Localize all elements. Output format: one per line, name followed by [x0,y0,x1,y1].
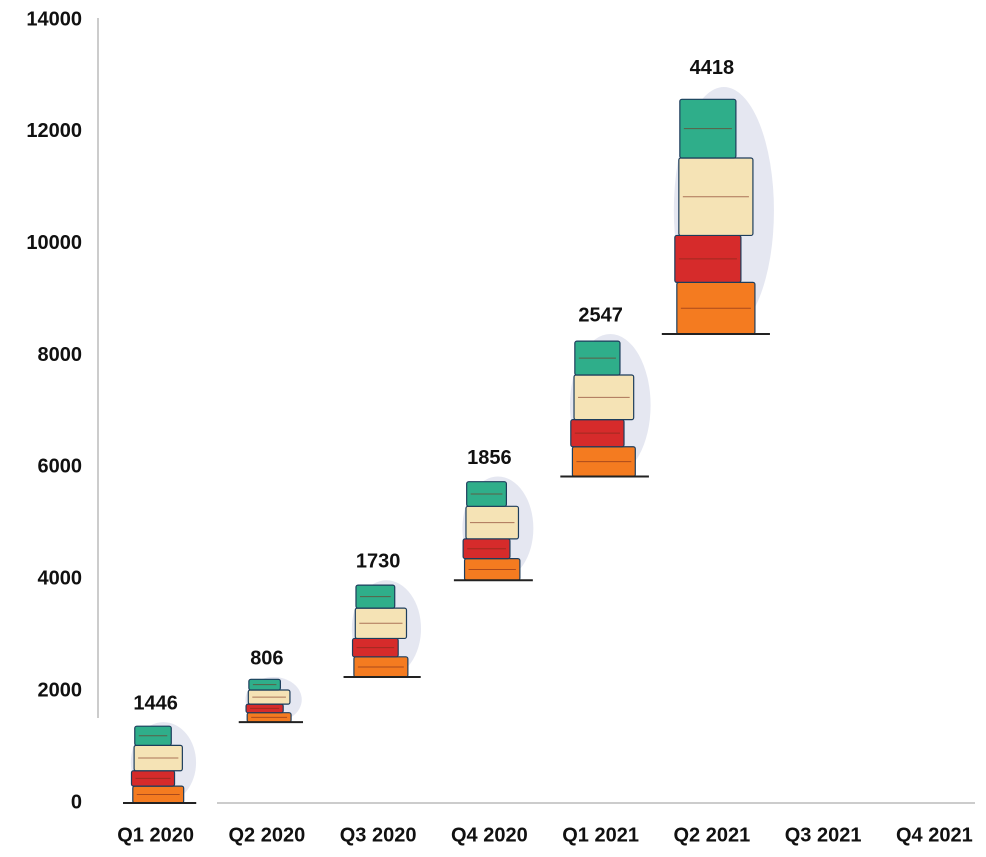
x-tick-label: Q2 2020 [229,824,306,846]
value-label: 1446 [133,692,178,714]
y-tick-label: 4000 [38,568,83,590]
value-label: 4418 [690,57,735,79]
segment [560,334,651,478]
value-label: 1730 [356,551,401,573]
x-tick-label: Q1 2021 [562,824,639,846]
y-tick-label: 14000 [26,8,82,30]
segment [453,476,534,582]
x-tick-label: Q4 2021 [896,824,973,846]
value-label: 1856 [467,447,512,469]
x-tick-label: Q3 2020 [340,824,417,846]
x-tick-label: Q3 2021 [785,824,862,846]
x-tick-label: Q4 2020 [451,824,528,846]
x-tick-label: Q1 2020 [117,824,194,846]
segment [343,580,422,679]
y-tick-label: 10000 [26,232,82,254]
value-label: 806 [250,647,283,669]
x-tick-label: Q2 2021 [674,824,751,846]
segment [123,722,197,804]
y-tick-label: 12000 [26,120,82,142]
y-tick-label: 0 [71,791,82,813]
value-label: 2547 [578,304,623,326]
segment [661,86,774,336]
y-tick-label: 8000 [38,344,83,366]
y-tick-label: 2000 [38,679,83,701]
segment [238,677,304,724]
y-tick-label: 6000 [38,456,83,478]
